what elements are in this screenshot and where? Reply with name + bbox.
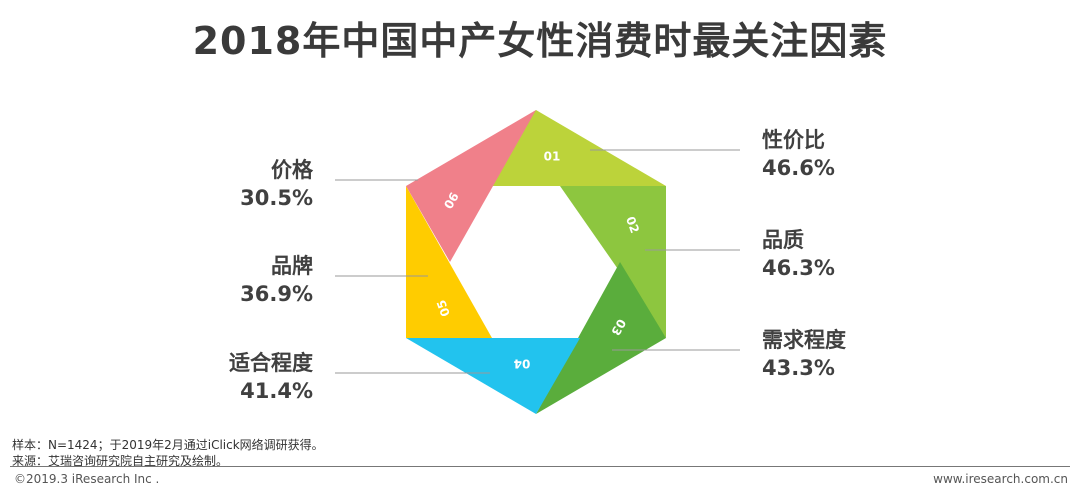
source-note: 来源：艾瑞咨询研究院自主研究及绘制。 <box>12 454 229 468</box>
chart-title: 2018年中国中产女性消费时最关注因素 <box>192 19 888 63</box>
segment-label-05: 品牌 <box>271 254 313 278</box>
segment-label-06: 价格 <box>271 158 314 182</box>
segment-06 <box>406 110 536 262</box>
segment-value-06: 30.5% <box>240 186 313 210</box>
sample-note: 样本：N=1424；于2019年2月通过iClick网络调研获得。 <box>12 438 324 452</box>
segment-value-05: 36.9% <box>240 282 313 306</box>
segment-number-04: 04 <box>514 357 531 371</box>
segment-value-03: 43.3% <box>762 356 835 380</box>
footer-website: www.iresearch.com.cn <box>933 472 1068 486</box>
segment-03 <box>536 262 666 414</box>
footer-copyright: ©2019.3 iResearch Inc . <box>14 472 160 486</box>
segment-label-03: 需求程度 <box>762 328 846 352</box>
segment-number-01: 01 <box>544 150 561 164</box>
segment-value-01: 46.6% <box>762 156 835 180</box>
segment-label-04: 适合程度 <box>229 351 313 375</box>
segment-value-04: 41.4% <box>240 379 313 403</box>
footer-divider <box>10 466 1070 467</box>
segment-04 <box>406 338 580 414</box>
segment-number-05: 05 <box>434 298 453 318</box>
segment-number-02: 02 <box>623 215 642 235</box>
segment-label-02: 品质 <box>762 228 804 252</box>
segment-value-02: 46.3% <box>762 256 835 280</box>
segment-05 <box>406 186 492 338</box>
segment-01 <box>455 110 666 186</box>
segment-label-01: 性价比 <box>762 128 825 152</box>
